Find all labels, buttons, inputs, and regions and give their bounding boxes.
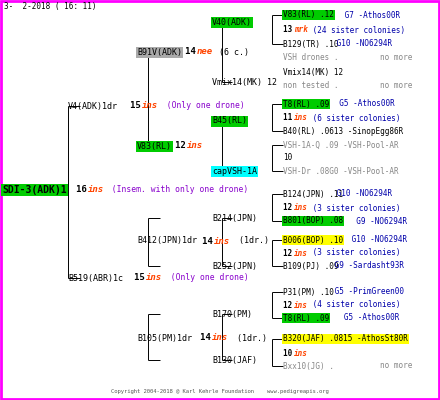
Text: no more: no more	[380, 54, 412, 62]
Text: G7 -Athos00R: G7 -Athos00R	[340, 10, 400, 20]
Text: 14: 14	[200, 334, 216, 342]
Text: VSH-Dr .08G0 -VSH-Pool-AR: VSH-Dr .08G0 -VSH-Pool-AR	[283, 166, 399, 176]
Text: SDI-3(ADK)1: SDI-3(ADK)1	[2, 185, 66, 195]
Text: B40(RL) .0613 -SinopEgg86R: B40(RL) .0613 -SinopEgg86R	[283, 126, 403, 136]
Text: 15: 15	[134, 274, 150, 282]
Text: (1dr.): (1dr.)	[227, 334, 267, 342]
Text: G5 -Athos00R: G5 -Athos00R	[330, 314, 400, 322]
Text: 10: 10	[283, 348, 297, 358]
Text: mrk: mrk	[294, 26, 308, 34]
Text: nee: nee	[197, 48, 213, 56]
Text: (Only one drone): (Only one drone)	[161, 274, 249, 282]
Text: T8(RL) .09: T8(RL) .09	[283, 314, 329, 322]
Text: B91V(ADK): B91V(ADK)	[137, 48, 182, 56]
Text: VSH-1A-Q .09 -VSH-Pool-AR: VSH-1A-Q .09 -VSH-Pool-AR	[283, 140, 399, 150]
Text: 16: 16	[76, 186, 92, 194]
Text: (Only one drone): (Only one drone)	[157, 102, 245, 110]
Text: V4(ADK)1dr: V4(ADK)1dr	[68, 102, 118, 110]
Text: B105(PM)1dr: B105(PM)1dr	[137, 334, 192, 342]
Text: G9 -NO6294R: G9 -NO6294R	[347, 216, 407, 226]
Text: ins: ins	[294, 248, 308, 258]
Text: (6 c.): (6 c.)	[214, 48, 249, 56]
Text: G10 -NO6294R: G10 -NO6294R	[332, 40, 392, 48]
Text: V40(ADK): V40(ADK)	[212, 18, 252, 26]
Text: ins: ins	[88, 186, 104, 194]
Text: 12: 12	[283, 300, 297, 310]
Text: 12: 12	[283, 248, 297, 258]
Text: B252(JPN): B252(JPN)	[212, 262, 257, 270]
Text: G10 -NO6294R: G10 -NO6294R	[347, 236, 407, 244]
Text: 15: 15	[130, 102, 146, 110]
Text: G10 -NO6294R: G10 -NO6294R	[332, 190, 392, 198]
Text: B124(JPN) .11: B124(JPN) .11	[283, 190, 343, 198]
Text: ins: ins	[294, 300, 308, 310]
Text: B519(ABR)1c: B519(ABR)1c	[68, 274, 123, 282]
Text: no more: no more	[380, 80, 412, 90]
Text: Vmix14(MK) 12: Vmix14(MK) 12	[212, 78, 277, 86]
Text: 14: 14	[185, 48, 201, 56]
Text: B130(JAF): B130(JAF)	[212, 356, 257, 364]
Text: (3 sister colonies): (3 sister colonies)	[308, 204, 400, 212]
Text: ins: ins	[214, 236, 230, 246]
Text: B214(JPN): B214(JPN)	[212, 214, 257, 222]
Text: (6 sister colonies): (6 sister colonies)	[308, 114, 400, 122]
Text: V83(RL) .12: V83(RL) .12	[283, 10, 334, 20]
Text: B412(JPN)1dr: B412(JPN)1dr	[137, 236, 197, 246]
Text: T8(RL) .09: T8(RL) .09	[283, 100, 329, 108]
Text: B320(JAF) .0815 -AthosSt80R: B320(JAF) .0815 -AthosSt80R	[283, 334, 408, 344]
Text: (1dr.): (1dr.)	[229, 236, 269, 246]
Text: B801(BOP) .08: B801(BOP) .08	[283, 216, 343, 226]
Text: B129(TR) .10: B129(TR) .10	[283, 40, 338, 48]
Text: (3 sister colonies): (3 sister colonies)	[308, 248, 400, 258]
Text: 12: 12	[175, 142, 191, 150]
Text: non tested .: non tested .	[283, 80, 338, 90]
Text: V83(RL): V83(RL)	[137, 142, 172, 150]
Text: 12: 12	[283, 204, 297, 212]
Text: G5 -PrimGreen00: G5 -PrimGreen00	[330, 288, 404, 296]
Text: 13: 13	[283, 26, 297, 34]
Text: P31(PM) .10: P31(PM) .10	[283, 288, 334, 296]
Text: ins: ins	[294, 348, 308, 358]
Text: G9 -Sardasht93R: G9 -Sardasht93R	[330, 262, 404, 270]
Text: Vmix14(MK) 12: Vmix14(MK) 12	[283, 68, 343, 76]
Text: capVSH-1A: capVSH-1A	[212, 166, 257, 176]
Text: ins: ins	[294, 204, 308, 212]
Text: B170(PM): B170(PM)	[212, 310, 252, 318]
Text: 10: 10	[283, 154, 292, 162]
Text: Copyright 2004-2018 @ Karl Kehrle Foundation    www.pedigreapis.org: Copyright 2004-2018 @ Karl Kehrle Founda…	[111, 390, 329, 394]
Text: VSH drones .: VSH drones .	[283, 54, 338, 62]
Text: ins: ins	[146, 274, 162, 282]
Text: ins: ins	[187, 142, 203, 150]
Text: G5 -Athos00R: G5 -Athos00R	[330, 100, 395, 108]
Text: B006(BOP) .10: B006(BOP) .10	[283, 236, 343, 244]
Text: Bxx10(JG) .: Bxx10(JG) .	[283, 362, 334, 370]
Text: 11: 11	[283, 114, 297, 122]
Text: ins: ins	[142, 102, 158, 110]
Text: (24 sister colonies): (24 sister colonies)	[308, 26, 405, 34]
Text: B45(RL): B45(RL)	[212, 116, 247, 126]
Text: 3-  2-2018 ( 16: 11): 3- 2-2018 ( 16: 11)	[4, 2, 96, 10]
Text: no more: no more	[380, 362, 412, 370]
Text: (Insem. with only one drone): (Insem. with only one drone)	[102, 186, 248, 194]
Text: ins: ins	[294, 114, 308, 122]
Text: B109(PJ) .09: B109(PJ) .09	[283, 262, 338, 270]
Text: 14: 14	[202, 236, 218, 246]
Text: (4 sister colonies): (4 sister colonies)	[308, 300, 400, 310]
Text: ins: ins	[212, 334, 228, 342]
